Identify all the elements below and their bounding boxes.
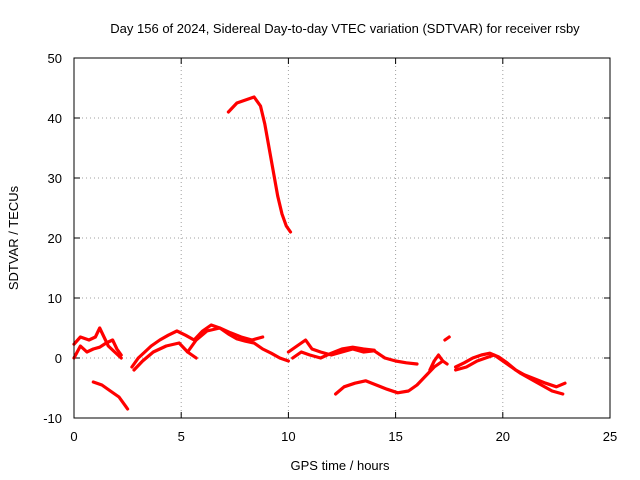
y-tick-label: 0 [55, 351, 62, 366]
data-series [72, 95, 567, 411]
x-tick-label: 0 [70, 429, 77, 444]
x-tick-label: 15 [388, 429, 402, 444]
x-tick-label: 10 [281, 429, 295, 444]
y-tick-label: -10 [43, 411, 62, 426]
x-tick-label: 20 [496, 429, 510, 444]
x-axis-label: GPS time / hours [291, 458, 390, 473]
series-arc-4 [130, 323, 290, 369]
y-tick-label: 40 [48, 111, 62, 126]
y-tick-label: 20 [48, 231, 62, 246]
series-arc-5 [132, 341, 198, 372]
chart-title: Day 156 of 2024, Sidereal Day-to-day VTE… [110, 21, 580, 36]
series-arc-10 [334, 359, 445, 396]
series-arc-11 [428, 353, 449, 372]
series-arc-7 [226, 95, 293, 234]
series-arc-6 [186, 326, 265, 354]
x-tick-label: 5 [178, 429, 185, 444]
axis-ticks: 0 5 10 15 20 25 -10 0 10 20 30 40 50 [43, 51, 617, 444]
series-arc-14 [454, 353, 565, 396]
series-arc-1 [72, 338, 123, 360]
series-arc-8 [286, 338, 419, 366]
y-tick-label: 10 [48, 291, 62, 306]
series-arc-12 [443, 335, 451, 342]
plot-frame [73, 57, 611, 419]
y-tick-label: 50 [48, 51, 62, 66]
grid [74, 58, 610, 418]
series-arc-9 [291, 345, 376, 360]
series-arc-3 [91, 380, 130, 411]
y-axis-label: SDTVAR / TECUs [6, 185, 21, 290]
x-tick-label: 25 [603, 429, 617, 444]
series-arc-2 [72, 326, 123, 360]
y-tick-label: 30 [48, 171, 62, 186]
